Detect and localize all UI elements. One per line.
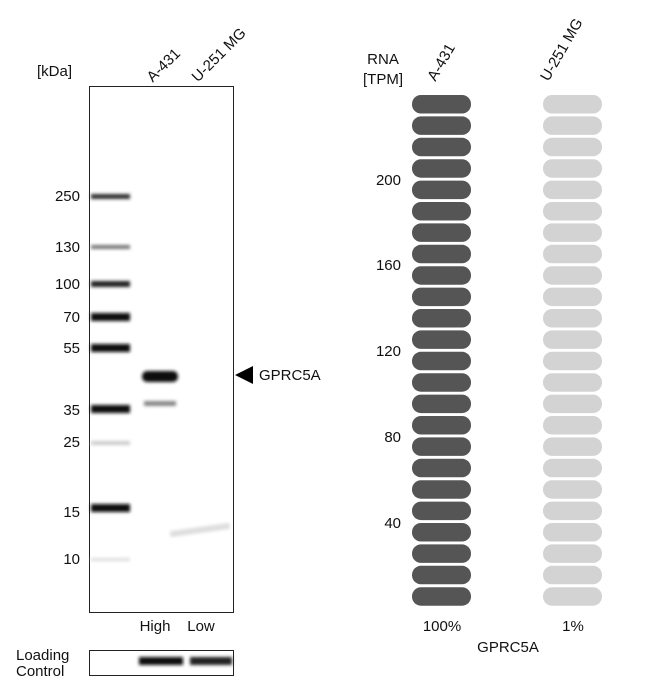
rna-lane-label: A-431 xyxy=(424,41,459,84)
marker-label: 100 xyxy=(55,276,80,293)
marker-label: 35 xyxy=(63,402,80,419)
marker-label: 10 xyxy=(63,551,80,568)
loading-label: Loading xyxy=(16,647,69,664)
rna-pill xyxy=(412,266,471,285)
rna-pill xyxy=(412,565,471,585)
marker-label: 15 xyxy=(63,504,80,521)
rna-pill xyxy=(543,244,602,264)
rna-pill xyxy=(543,373,602,392)
marker-bands xyxy=(91,194,231,561)
rna-pill xyxy=(543,458,602,478)
expression-label: Low xyxy=(187,618,215,635)
rna-pill xyxy=(412,309,471,328)
rna-pill xyxy=(412,180,471,200)
rna-pill xyxy=(543,565,602,585)
rna-pill xyxy=(412,394,471,414)
rna-pill xyxy=(412,244,471,264)
rna-pill xyxy=(543,330,602,349)
rna-pill xyxy=(412,351,471,371)
rna-pill xyxy=(543,180,602,200)
marker-labels: 250 130 100 70 55 35 25 15 10 xyxy=(55,188,80,568)
marker-label: 250 xyxy=(55,188,80,205)
rna-pill xyxy=(543,287,602,307)
target-label: GPRC5A xyxy=(259,367,321,384)
expression-label: High xyxy=(140,618,171,635)
rna-pill xyxy=(412,287,471,307)
rna-percent: 1% xyxy=(562,618,584,635)
rna-percent: 100% xyxy=(423,618,461,635)
rna-pill xyxy=(543,544,602,563)
rna-pill xyxy=(543,501,602,521)
rna-pill xyxy=(412,480,471,499)
rna-tick: 80 xyxy=(384,429,401,446)
rna-pill xyxy=(543,159,602,178)
rna-pill xyxy=(412,416,471,435)
rna-pill xyxy=(543,351,602,371)
loading-label: Control xyxy=(16,663,64,679)
rna-pill xyxy=(543,523,602,542)
target-arrow xyxy=(235,366,253,384)
rna-pill xyxy=(543,116,602,135)
rna-pill xyxy=(412,523,471,542)
rna-pill xyxy=(412,458,471,478)
rna-pill xyxy=(412,116,471,135)
marker-label: 25 xyxy=(63,434,80,451)
rna-tick: 160 xyxy=(376,257,401,274)
rna-pill xyxy=(412,223,471,242)
rna-tick: 200 xyxy=(376,172,401,189)
rna-pill xyxy=(543,394,602,414)
rna-tick: 40 xyxy=(384,515,401,532)
kda-label: [kDa] xyxy=(37,63,72,80)
rna-pill xyxy=(412,373,471,392)
marker-label: 55 xyxy=(63,340,80,357)
rna-pill xyxy=(543,416,602,435)
rna-tick: 120 xyxy=(376,343,401,360)
rna-lane-label: U-251 MG xyxy=(537,16,586,84)
rna-pill xyxy=(412,587,471,606)
rna-pill xyxy=(412,159,471,178)
rna-pill xyxy=(543,202,602,221)
rna-pill xyxy=(412,544,471,563)
lane-label: U-251 MG xyxy=(189,25,250,86)
loading-bands xyxy=(139,657,232,665)
rna-pill xyxy=(543,480,602,499)
marker-label: 70 xyxy=(63,309,80,326)
rna-unit: RNA xyxy=(367,51,399,68)
rna-pill xyxy=(543,223,602,242)
rna-pill xyxy=(543,587,602,606)
rna-pill xyxy=(543,137,602,157)
rna-pill xyxy=(543,437,602,456)
rna-pill xyxy=(543,95,602,114)
lane-label: A-431 xyxy=(144,45,184,85)
rna-bars xyxy=(412,95,602,606)
rna-unit: [TPM] xyxy=(363,71,403,88)
rna-pill xyxy=(543,309,602,328)
rna-gene: GPRC5A xyxy=(477,639,539,656)
rna-pill xyxy=(412,95,471,114)
rna-pill xyxy=(412,137,471,157)
rna-pill xyxy=(543,266,602,285)
rna-pill xyxy=(412,437,471,456)
marker-label: 130 xyxy=(55,239,80,256)
rna-pill xyxy=(412,501,471,521)
rna-pill xyxy=(412,202,471,221)
rna-pill xyxy=(412,330,471,349)
